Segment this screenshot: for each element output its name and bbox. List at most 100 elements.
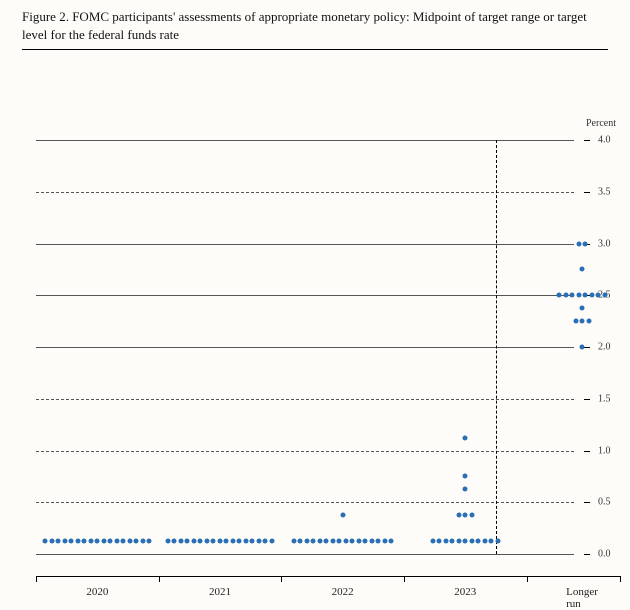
projection-dot [430, 539, 435, 544]
projection-dot [101, 539, 106, 544]
projection-dot [350, 539, 355, 544]
projection-dot [269, 539, 274, 544]
projection-dot [82, 539, 87, 544]
gridline [36, 192, 574, 193]
y-tick-mark [584, 554, 590, 555]
y-tick-label: 3.5 [598, 186, 611, 197]
longer-run-divider [496, 140, 497, 554]
projection-dot [230, 539, 235, 544]
projection-dot [185, 539, 190, 544]
x-label: 2022 [332, 586, 354, 598]
x-tick [404, 576, 405, 582]
projection-dot [570, 293, 575, 298]
dot-plot-area: 0.00.51.01.52.02.53.03.54.02020202120222… [36, 140, 574, 554]
projection-dot [88, 539, 93, 544]
projection-dot [298, 539, 303, 544]
projection-dot [121, 539, 126, 544]
x-label: Longer run [566, 586, 598, 610]
title-rule [22, 49, 608, 50]
projection-dot [583, 241, 588, 246]
projection-dot [237, 539, 242, 544]
projection-dot [356, 539, 361, 544]
projection-dot [463, 474, 468, 479]
projection-dot [589, 293, 594, 298]
projection-dot [56, 539, 61, 544]
gridline [36, 140, 574, 141]
gridline [36, 554, 574, 555]
projection-dot [602, 293, 607, 298]
projection-dot [443, 539, 448, 544]
projection-dot [95, 539, 100, 544]
projection-dot [456, 513, 461, 518]
projection-dot [382, 539, 387, 544]
projection-dot [317, 539, 322, 544]
projection-dot [596, 293, 601, 298]
y-tick-mark [584, 347, 590, 348]
projection-dot [343, 539, 348, 544]
gridline [36, 244, 574, 245]
projection-dot [450, 539, 455, 544]
y-tick-mark [584, 451, 590, 452]
projection-dot [369, 539, 374, 544]
projection-dot [583, 293, 588, 298]
projection-dot [495, 539, 500, 544]
projection-dot [311, 539, 316, 544]
projection-dot [140, 539, 145, 544]
projection-dot [204, 539, 209, 544]
y-tick-mark [584, 192, 590, 193]
projection-dot [389, 539, 394, 544]
projection-dot [127, 539, 132, 544]
projection-dot [573, 319, 578, 324]
projection-dot [291, 539, 296, 544]
y-axis-unit-label: Percent [586, 118, 616, 129]
projection-dot [580, 319, 585, 324]
y-tick-mark [584, 140, 590, 141]
y-tick-mark [584, 502, 590, 503]
x-tick [281, 576, 282, 582]
projection-dot [178, 539, 183, 544]
gridline [36, 451, 574, 452]
figure-page: Figure 2. FOMC participants' assessments… [0, 0, 630, 609]
projection-dot [463, 513, 468, 518]
projection-dot [263, 539, 268, 544]
figure-number: Figure 2. [22, 9, 69, 24]
projection-dot [243, 539, 248, 544]
projection-dot [340, 513, 345, 518]
projection-dot [256, 539, 261, 544]
x-label: 2021 [209, 586, 231, 598]
projection-dot [191, 539, 196, 544]
projection-dot [62, 539, 67, 544]
projection-dot [198, 539, 203, 544]
projection-dot [576, 241, 581, 246]
projection-dot [114, 539, 119, 544]
projection-dot [463, 487, 468, 492]
projection-dot [489, 539, 494, 544]
projection-dot [576, 293, 581, 298]
y-tick-label: 1.5 [598, 393, 611, 404]
projection-dot [330, 539, 335, 544]
x-tick [159, 576, 160, 582]
y-tick-label: 0.0 [598, 549, 611, 560]
projection-dot [108, 539, 113, 544]
figure-title-text: FOMC participants' assessments of approp… [22, 9, 587, 42]
gridline [36, 295, 574, 296]
projection-dot [376, 539, 381, 544]
y-tick-label: 2.0 [598, 342, 611, 353]
projection-dot [482, 539, 487, 544]
gridline [36, 399, 574, 400]
x-tick [36, 576, 37, 582]
projection-dot [134, 539, 139, 544]
projection-dot [580, 267, 585, 272]
projection-dot [172, 539, 177, 544]
projection-dot [324, 539, 329, 544]
projection-dot [580, 345, 585, 350]
gridline [36, 502, 574, 503]
projection-dot [580, 306, 585, 311]
projection-dot [211, 539, 216, 544]
y-tick-label: 0.5 [598, 497, 611, 508]
projection-dot [250, 539, 255, 544]
projection-dot [469, 513, 474, 518]
x-label: 2023 [454, 586, 476, 598]
projection-dot [304, 539, 309, 544]
projection-dot [456, 539, 461, 544]
